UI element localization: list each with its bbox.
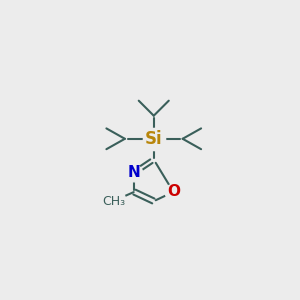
Text: O: O: [167, 184, 180, 200]
Text: CH₃: CH₃: [102, 195, 125, 208]
Text: Si: Si: [145, 130, 163, 148]
Text: N: N: [128, 165, 140, 180]
